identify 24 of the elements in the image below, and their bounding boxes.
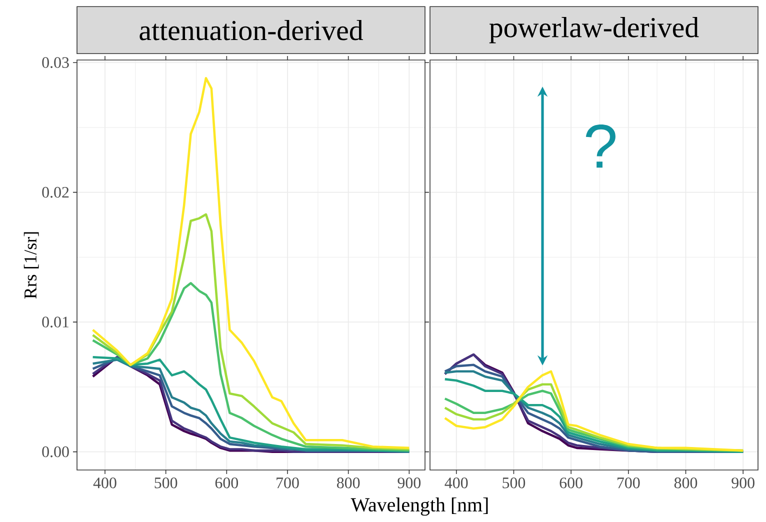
x-axis-title: Wavelength [nm] — [350, 498, 488, 516]
y-tick-label: 0.03 — [42, 57, 69, 68]
y-axis-title: Rrs [1/sr] — [24, 232, 39, 299]
line-series — [92, 213, 410, 450]
y-tick-label: 0.01 — [42, 316, 69, 328]
annotation: ? — [586, 124, 616, 168]
chart-title: attenuation-derived — [140, 20, 363, 40]
line-series — [92, 77, 410, 450]
x-tick-label: 900 — [732, 478, 754, 488]
line-series — [92, 282, 410, 452]
x-tick-label: 600 — [215, 478, 238, 488]
x-tick-label: 800 — [674, 478, 698, 488]
x-tick-label: 400 — [444, 478, 468, 488]
x-tick-label: 500 — [502, 478, 526, 488]
y-tick-label: 0.02 — [42, 186, 69, 198]
x-tick-label: 800 — [337, 478, 360, 488]
x-tick-label: 600 — [560, 478, 582, 488]
x-tick-label: 500 — [154, 478, 178, 488]
chart-title: powerlaw-derived — [489, 17, 699, 44]
y-tick-label: 0.00 — [42, 446, 69, 458]
x-tick-label: 700 — [276, 478, 299, 488]
x-tick-label: 700 — [618, 478, 640, 488]
x-tick-label: 400 — [93, 478, 116, 488]
x-tick-label: 900 — [398, 478, 421, 488]
